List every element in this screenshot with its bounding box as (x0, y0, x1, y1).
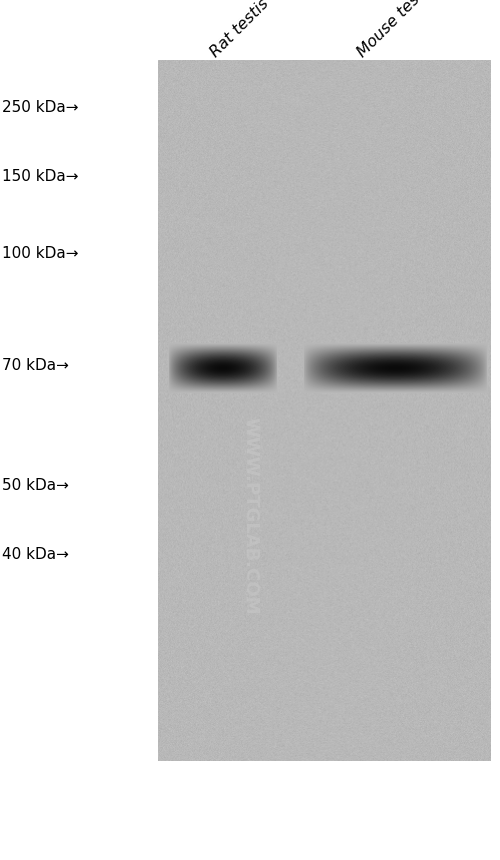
Text: 50 kDa→: 50 kDa→ (2, 478, 70, 494)
Text: 250 kDa→: 250 kDa→ (2, 100, 79, 115)
Text: 70 kDa→: 70 kDa→ (2, 358, 70, 373)
Text: WWW.PTGLAB.COM: WWW.PTGLAB.COM (241, 417, 259, 615)
Text: 100 kDa→: 100 kDa→ (2, 246, 79, 261)
Text: Rat testis: Rat testis (208, 0, 272, 60)
Text: 150 kDa→: 150 kDa→ (2, 169, 79, 184)
Text: Mouse testis: Mouse testis (355, 0, 437, 60)
Text: 40 kDa→: 40 kDa→ (2, 547, 70, 562)
